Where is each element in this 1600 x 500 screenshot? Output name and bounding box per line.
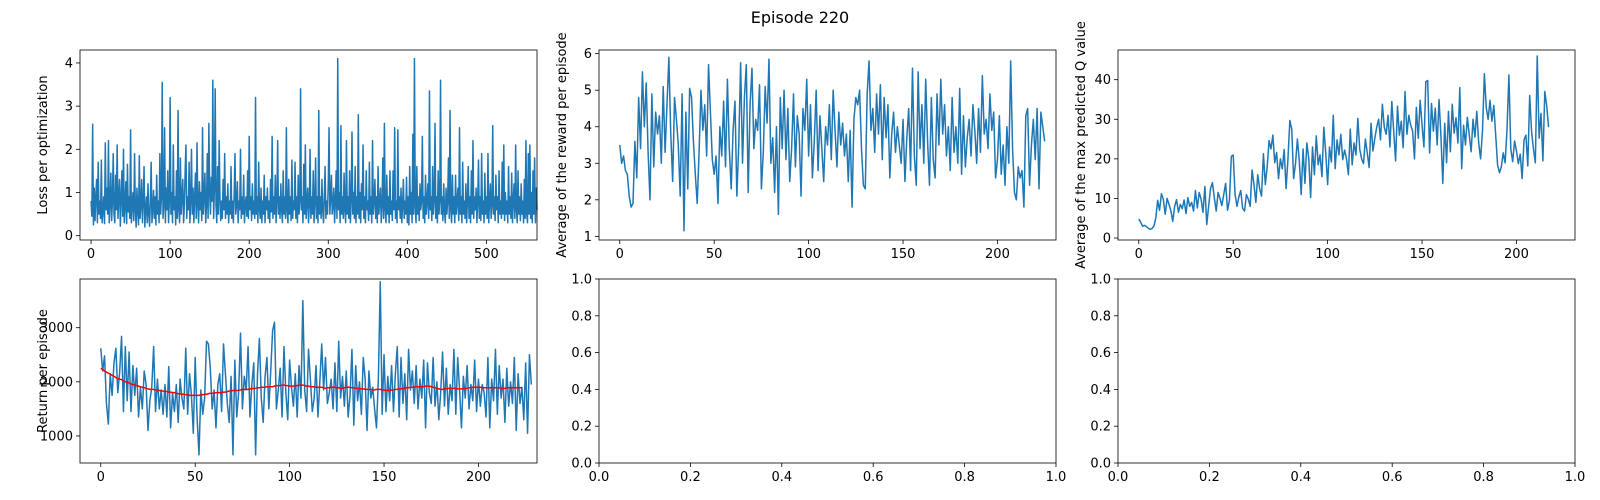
x-tick-label: 200 <box>985 247 1010 262</box>
series-line-2 <box>100 367 522 397</box>
y-axis-label: Average of the max predicted Q value <box>1074 21 1089 269</box>
x-tick-label: 0 <box>97 470 105 485</box>
y-axis-label: Average of the reward per episode <box>555 32 570 257</box>
x-tick-label: 0 <box>1135 247 1143 262</box>
x-tick-label: 0.8 <box>954 470 975 485</box>
y-axis-label: Loss per optimization <box>36 75 51 214</box>
y-tick-label: 0.8 <box>1090 309 1111 324</box>
x-tick-label: 300 <box>316 247 341 262</box>
x-tick-label: 1.0 <box>1565 470 1586 485</box>
series-line-1 <box>619 56 1046 232</box>
y-tick-label: 1000 <box>40 429 73 444</box>
x-tick-label: 100 <box>277 470 302 485</box>
axes-frame <box>1117 278 1576 464</box>
x-tick-label: 150 <box>372 470 397 485</box>
y-tick-label: 0 <box>65 229 73 244</box>
x-tick-label: 0.6 <box>1382 470 1403 485</box>
y-tick-label: 0.4 <box>1090 383 1111 398</box>
y-tick-label: 20 <box>1094 152 1111 167</box>
x-tick-label: 200 <box>237 247 262 262</box>
y-tick-label: 3000 <box>40 321 73 336</box>
axes-frame <box>1117 49 1576 241</box>
y-tick-label: 2 <box>584 193 592 208</box>
axes-frame <box>79 278 538 464</box>
series-line-1 <box>90 57 538 228</box>
axes-frame <box>598 278 1057 464</box>
y-tick-label: 3 <box>584 157 592 172</box>
x-tick-label: 50 <box>187 470 204 485</box>
y-tick-label: 0.6 <box>571 346 592 361</box>
subplot-top-left: 0 100 200 300 400 500 0 1 2 3 4 Loss per optimizati… <box>36 49 538 262</box>
x-tick-label: 200 <box>466 470 491 485</box>
subplot-top-middle: 0 50 100 150 200 1 2 3 4 5 6 Average of the reward … <box>555 32 1057 262</box>
subplot-bottom-right: 0.0 0.2 0.4 0.6 0.8 1.0 0.0 0.2 0.4 0.6 0.8 1.0 <box>1090 273 1585 486</box>
x-tick-label: 100 <box>1315 247 1340 262</box>
x-tick-label: 0.2 <box>680 470 701 485</box>
y-tick-label: 30 <box>1094 113 1111 128</box>
y-tick-label: 0.8 <box>571 309 592 324</box>
x-tick-label: 150 <box>891 247 916 262</box>
y-tick-label: 0.2 <box>571 420 592 435</box>
x-tick-label: 0.8 <box>1473 470 1494 485</box>
y-tick-label: 1.0 <box>1090 273 1111 288</box>
x-tick-label: 400 <box>395 247 420 262</box>
x-tick-label: 150 <box>1410 247 1435 262</box>
x-tick-label: 0.0 <box>589 470 610 485</box>
subplot-bottom-middle: 0.0 0.2 0.4 0.6 0.8 1.0 0.0 0.2 0.4 0.6 0.8 1.0 <box>571 273 1066 486</box>
x-tick-label: 50 <box>1225 247 1242 262</box>
y-tick-label: 3 <box>65 100 73 115</box>
y-tick-label: 2000 <box>40 375 73 390</box>
x-tick-label: 0 <box>616 247 624 262</box>
x-tick-label: 0 <box>87 247 95 262</box>
x-tick-label: 0.0 <box>1108 470 1129 485</box>
x-tick-label: 100 <box>796 247 821 262</box>
y-tick-label: 0.0 <box>571 457 592 472</box>
y-tick-label: 0 <box>1103 232 1111 247</box>
x-tick-label: 50 <box>706 247 723 262</box>
y-tick-label: 2 <box>65 143 73 158</box>
x-tick-label: 500 <box>474 247 499 262</box>
y-tick-label: 0.4 <box>571 383 592 398</box>
subplot-top-right: 0 50 100 150 200 0 10 20 30 40 Average of the max … <box>1074 21 1576 269</box>
x-tick-label: 0.2 <box>1199 470 1220 485</box>
x-tick-label: 0.4 <box>1290 470 1311 485</box>
series-line-1 <box>1138 55 1550 231</box>
figure-title: Episode 220 <box>751 8 849 27</box>
y-tick-label: 6 <box>584 47 592 62</box>
axes-frame <box>598 49 1057 241</box>
y-tick-label: 10 <box>1094 192 1111 207</box>
x-tick-label: 1.0 <box>1046 470 1067 485</box>
y-tick-label: 4 <box>584 120 592 135</box>
x-tick-label: 100 <box>158 247 183 262</box>
y-tick-label: 1 <box>65 186 73 201</box>
y-axis-label: Return per episode <box>36 309 51 433</box>
y-tick-label: 40 <box>1094 73 1111 88</box>
y-tick-label: 0.6 <box>1090 346 1111 361</box>
x-tick-label: 0.4 <box>771 470 792 485</box>
y-tick-label: 4 <box>65 56 73 71</box>
x-tick-label: 200 <box>1504 247 1529 262</box>
y-tick-label: 5 <box>584 84 592 99</box>
y-tick-label: 1.0 <box>571 273 592 288</box>
y-tick-label: 0.2 <box>1090 420 1111 435</box>
y-tick-label: 0.0 <box>1090 457 1111 472</box>
axes-frame <box>79 49 538 241</box>
x-tick-label: 0.6 <box>863 470 884 485</box>
y-tick-label: 1 <box>584 230 592 245</box>
